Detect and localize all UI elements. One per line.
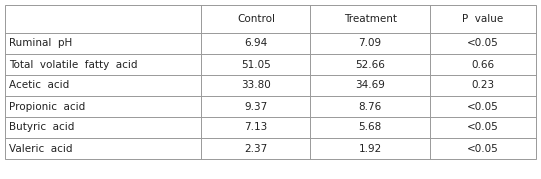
Text: P  value: P value: [462, 14, 504, 24]
Text: <0.05: <0.05: [467, 122, 499, 132]
Text: 51.05: 51.05: [241, 59, 271, 69]
Text: Acetic  acid: Acetic acid: [9, 81, 69, 91]
Text: 52.66: 52.66: [355, 59, 385, 69]
Text: Treatment: Treatment: [344, 14, 397, 24]
Text: Total  volatile  fatty  acid: Total volatile fatty acid: [9, 59, 138, 69]
Text: Control: Control: [237, 14, 275, 24]
Text: 34.69: 34.69: [355, 81, 385, 91]
Text: 9.37: 9.37: [245, 101, 267, 112]
Text: <0.05: <0.05: [467, 38, 499, 49]
Text: <0.05: <0.05: [467, 101, 499, 112]
Text: Butyric  acid: Butyric acid: [9, 122, 75, 132]
Text: <0.05: <0.05: [467, 144, 499, 154]
Text: 33.80: 33.80: [241, 81, 271, 91]
Text: 7.13: 7.13: [245, 122, 267, 132]
Text: 0.66: 0.66: [471, 59, 494, 69]
Text: 2.37: 2.37: [245, 144, 267, 154]
Bar: [5, 5, 536, 159]
Text: 5.68: 5.68: [359, 122, 382, 132]
Text: Ruminal  pH: Ruminal pH: [9, 38, 72, 49]
Text: 1.92: 1.92: [359, 144, 382, 154]
Text: 0.23: 0.23: [471, 81, 494, 91]
Text: Valeric  acid: Valeric acid: [9, 144, 72, 154]
Text: 7.09: 7.09: [359, 38, 381, 49]
Text: 8.76: 8.76: [359, 101, 382, 112]
Text: 6.94: 6.94: [245, 38, 267, 49]
Text: Propionic  acid: Propionic acid: [9, 101, 85, 112]
